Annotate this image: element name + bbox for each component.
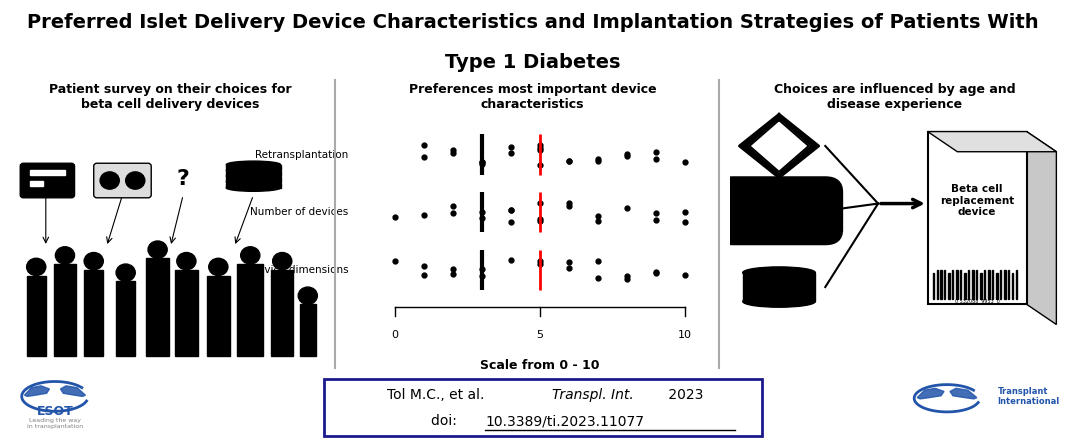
Bar (972, 270, 973, 299)
Bar (271, 270, 293, 356)
Text: Preferences most important device
characteristics: Preferences most important device charac… (409, 82, 656, 111)
Bar (940, 270, 943, 299)
FancyBboxPatch shape (717, 178, 841, 244)
Text: Transplant
International: Transplant International (998, 387, 1060, 406)
Bar (980, 272, 982, 299)
Bar (53, 264, 77, 356)
Circle shape (27, 258, 46, 276)
Bar (1012, 272, 1014, 299)
Circle shape (241, 247, 260, 264)
Bar (30, 171, 65, 175)
Bar (30, 180, 43, 186)
Text: Tol M.C., et al.: Tol M.C., et al. (387, 388, 489, 402)
FancyBboxPatch shape (94, 163, 151, 198)
Bar (147, 258, 169, 356)
Circle shape (298, 287, 317, 304)
Polygon shape (1027, 132, 1056, 324)
Bar (300, 304, 316, 356)
Circle shape (116, 264, 135, 281)
Bar (237, 264, 263, 356)
Bar (227, 165, 281, 171)
Bar (116, 281, 135, 356)
Ellipse shape (226, 179, 281, 186)
Polygon shape (928, 132, 1027, 304)
Text: Transpl. Int.: Transpl. Int. (552, 388, 634, 402)
Ellipse shape (226, 167, 281, 174)
Polygon shape (928, 132, 1056, 152)
Bar (175, 270, 198, 356)
Circle shape (273, 253, 292, 270)
Polygon shape (917, 389, 944, 399)
Circle shape (100, 172, 119, 189)
Text: 10.3389/ti.2023.11077: 10.3389/ti.2023.11077 (485, 414, 644, 428)
Ellipse shape (742, 267, 816, 279)
Text: 10: 10 (677, 330, 691, 340)
Text: 0 532088  9953  0: 0 532088 9953 0 (954, 299, 1000, 304)
Circle shape (126, 172, 145, 189)
Text: Preferred Islet Delivery Device Characteristics and Implantation Strategies of P: Preferred Islet Delivery Device Characte… (27, 13, 1038, 32)
Text: Patient survey on their choices for
beta cell delivery devices: Patient survey on their choices for beta… (49, 82, 292, 111)
Bar (227, 177, 281, 182)
Bar (949, 272, 950, 299)
Text: Type 1 Diabetes: Type 1 Diabetes (445, 53, 620, 72)
Text: Scale from 0 - 10: Scale from 0 - 10 (480, 359, 600, 372)
Text: Retransplantation: Retransplantation (256, 150, 348, 159)
Bar (931, 267, 1023, 302)
Text: Number of devices: Number of devices (250, 207, 348, 217)
Polygon shape (24, 386, 49, 396)
Bar (227, 183, 281, 188)
Ellipse shape (226, 173, 281, 180)
Bar (227, 171, 281, 176)
Text: Leading the way
in transplantation: Leading the way in transplantation (27, 418, 83, 429)
Circle shape (177, 253, 196, 270)
Circle shape (148, 241, 167, 258)
Circle shape (55, 247, 75, 264)
Circle shape (209, 258, 228, 276)
Polygon shape (750, 120, 808, 172)
Bar (207, 276, 230, 356)
Text: ?: ? (177, 169, 190, 189)
Polygon shape (950, 389, 977, 399)
Text: doi:: doi: (431, 414, 461, 428)
Text: Choices are influenced by age and
disease experience: Choices are influenced by age and diseas… (774, 82, 1015, 111)
Ellipse shape (226, 184, 281, 191)
Circle shape (84, 253, 103, 270)
FancyBboxPatch shape (20, 163, 75, 198)
Bar (956, 270, 958, 299)
Bar (996, 272, 998, 299)
Bar (964, 272, 966, 299)
Text: 2023: 2023 (663, 388, 703, 402)
Text: Beta cell
replacement
device: Beta cell replacement device (940, 184, 1014, 217)
FancyBboxPatch shape (324, 379, 763, 436)
Text: ESOT: ESOT (36, 405, 73, 418)
Bar (84, 270, 103, 356)
Bar (742, 272, 816, 302)
Polygon shape (739, 114, 819, 178)
Bar (988, 270, 989, 299)
Ellipse shape (742, 296, 816, 307)
Bar (27, 276, 46, 356)
Text: 0: 0 (392, 330, 398, 340)
Bar (1004, 270, 1005, 299)
Text: 5: 5 (537, 330, 543, 340)
Polygon shape (61, 386, 85, 396)
Ellipse shape (226, 161, 281, 168)
Bar (933, 272, 934, 299)
Text: Device dimensions: Device dimensions (250, 265, 348, 275)
